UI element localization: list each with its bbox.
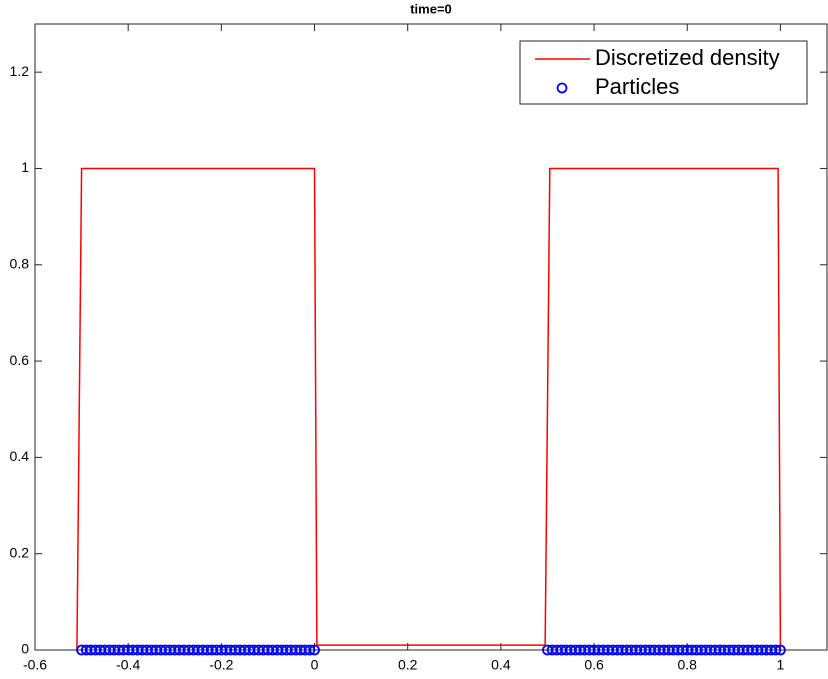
x-tick-label: 1 (777, 657, 785, 673)
y-tick-label: 0.4 (10, 448, 30, 464)
x-tick-label: -0.2 (209, 657, 233, 673)
x-tick-label: -0.6 (23, 657, 47, 673)
particle (775, 644, 786, 656)
chart-title: time=0 (410, 1, 452, 16)
particle (309, 644, 320, 656)
particle (304, 644, 316, 656)
x-tick-label: 0.8 (678, 657, 698, 673)
y-tick-label: 0.2 (10, 544, 30, 560)
y-tick-label: 1 (21, 159, 29, 175)
legend-box (519, 40, 808, 105)
legend-label: Discretized density (595, 45, 780, 70)
x-tick-label: 0.6 (584, 657, 604, 673)
density-line (76, 167, 782, 651)
y-tick-label: 0.8 (10, 255, 30, 271)
y-tick-label: 0 (21, 641, 29, 657)
x-tick-label: 0 (311, 657, 319, 673)
legend-label: Particles (595, 74, 679, 99)
plot-area (34, 23, 828, 651)
particle (770, 644, 782, 656)
x-tick-label: -0.4 (116, 657, 140, 673)
x-tick-label: 0.2 (398, 657, 418, 673)
legend-swatch (556, 82, 568, 94)
y-tick-label: 1.2 (10, 63, 30, 79)
x-tick-label: 0.4 (491, 657, 511, 673)
y-tick-label: 0.6 (10, 352, 30, 368)
